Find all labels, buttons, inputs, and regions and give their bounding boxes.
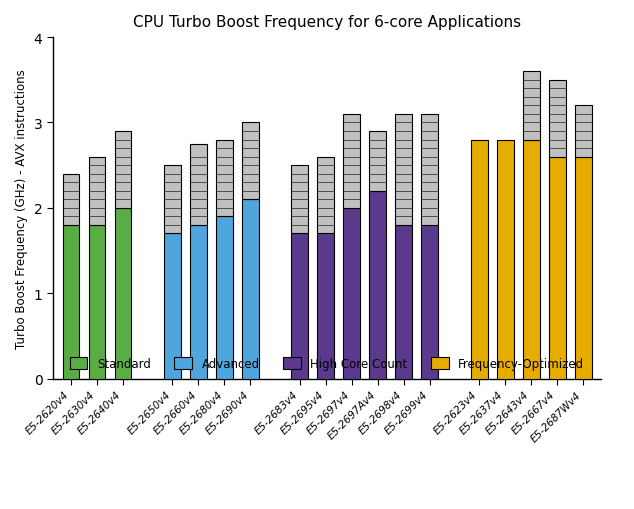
Bar (164, 166, 181, 234)
Bar (523, 140, 540, 379)
Bar (318, 234, 334, 379)
Bar (318, 157, 334, 234)
Y-axis label: Turbo Boost Frequency (GHz) - AVX instructions: Turbo Boost Frequency (GHz) - AVX instru… (15, 69, 28, 348)
Bar (575, 106, 592, 157)
Bar (292, 234, 308, 379)
Bar (370, 132, 386, 191)
Bar (422, 115, 438, 225)
Bar (164, 234, 181, 379)
Legend: Standard, Advanced, High Core Count, Frequency-Optimized: Standard, Advanced, High Core Count, Fre… (64, 352, 590, 376)
Bar (471, 140, 488, 379)
Bar (63, 175, 79, 225)
Bar (396, 115, 412, 225)
Bar (89, 225, 105, 379)
Bar (216, 217, 233, 379)
Bar (344, 115, 360, 208)
Bar (344, 208, 360, 379)
Bar (497, 140, 514, 379)
Bar (549, 157, 566, 379)
Bar (190, 225, 207, 379)
Bar (115, 208, 131, 379)
Bar (242, 200, 259, 379)
Bar (89, 157, 105, 225)
Bar (575, 157, 592, 379)
Bar (523, 72, 540, 140)
Bar (216, 140, 233, 217)
Bar (190, 145, 207, 225)
Bar (63, 225, 79, 379)
Bar (292, 166, 308, 234)
Bar (242, 123, 259, 200)
Title: CPU Turbo Boost Frequency for 6-core Applications: CPU Turbo Boost Frequency for 6-core App… (133, 15, 521, 30)
Bar (115, 132, 131, 208)
Bar (396, 225, 412, 379)
Bar (370, 191, 386, 379)
Bar (422, 225, 438, 379)
Bar (549, 80, 566, 157)
